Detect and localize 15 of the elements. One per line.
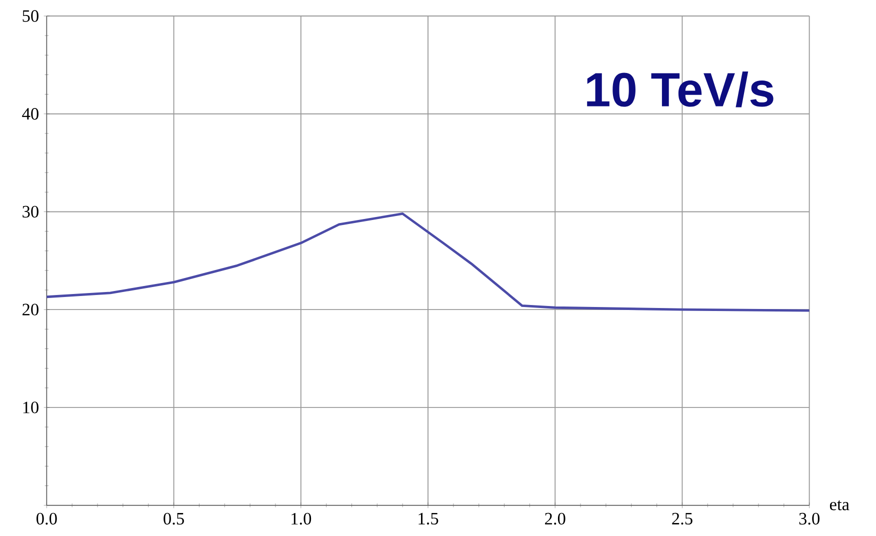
annotation: 10 TeV/s [587, 72, 774, 108]
x-tick-label: 1.0 [292, 512, 312, 525]
x-tick-label: 2.0 [545, 512, 566, 525]
x-tick-label: 2.5 [672, 512, 692, 525]
x-tick-label: 0.0 [36, 512, 57, 525]
x-tick-label: 1.5 [418, 512, 438, 525]
x-tick-label: 0.5 [164, 512, 184, 525]
y-tick-label: 10 [23, 402, 38, 414]
y-tick-label: 20 [22, 304, 38, 316]
y-tick-label: 40 [22, 108, 38, 120]
line-series [45, 212, 811, 312]
x-axis-title: eta [830, 500, 850, 510]
y-tick-label: 50 [22, 10, 38, 22]
x-tick-label: 3.0 [799, 512, 820, 525]
y-tick-label: 30 [22, 206, 38, 218]
